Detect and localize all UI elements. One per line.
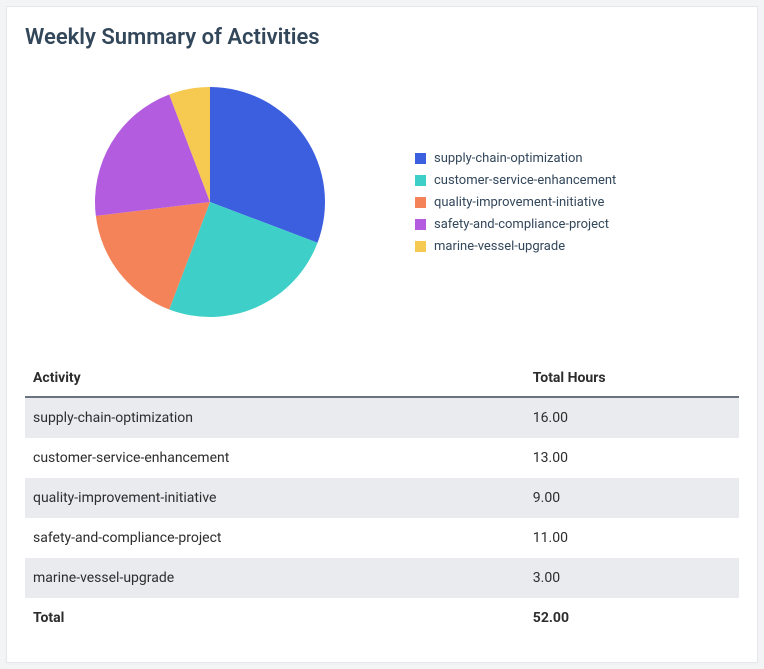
- cell-activity: supply-chain-optimization: [25, 397, 525, 438]
- legend-item[interactable]: customer-service-enhancement: [415, 173, 739, 188]
- legend-label: quality-improvement-initiative: [434, 195, 604, 210]
- cell-hours: 3.00: [525, 558, 739, 598]
- table-row: quality-improvement-initiative9.00: [25, 478, 739, 518]
- cell-activity: customer-service-enhancement: [25, 438, 525, 478]
- pie-chart: [80, 72, 340, 332]
- legend-label: supply-chain-optimization: [434, 151, 583, 166]
- legend-item[interactable]: supply-chain-optimization: [415, 151, 739, 166]
- legend-item[interactable]: quality-improvement-initiative: [415, 195, 739, 210]
- chart-legend: supply-chain-optimization customer-servic…: [395, 144, 739, 261]
- legend-item[interactable]: safety-and-compliance-project: [415, 217, 739, 232]
- cell-hours: 9.00: [525, 478, 739, 518]
- legend-label: marine-vessel-upgrade: [434, 239, 565, 254]
- cell-activity: safety-and-compliance-project: [25, 518, 525, 558]
- activity-table: Activity Total Hours supply-chain-optimi…: [25, 360, 739, 638]
- cell-hours: 11.00: [525, 518, 739, 558]
- cell-hours: 13.00: [525, 438, 739, 478]
- legend-label: customer-service-enhancement: [434, 173, 616, 188]
- cell-hours: 16.00: [525, 397, 739, 438]
- table-row: marine-vessel-upgrade3.00: [25, 558, 739, 598]
- total-value: 52.00: [525, 598, 739, 638]
- table-row: safety-and-compliance-project11.00: [25, 518, 739, 558]
- table-row: customer-service-enhancement13.00: [25, 438, 739, 478]
- table-row: supply-chain-optimization16.00: [25, 397, 739, 438]
- cell-activity: marine-vessel-upgrade: [25, 558, 525, 598]
- pie-chart-wrap: [25, 72, 395, 332]
- legend-swatch: [415, 175, 426, 186]
- legend-swatch: [415, 219, 426, 230]
- legend-swatch: [415, 153, 426, 164]
- total-label: Total: [25, 598, 525, 638]
- chart-row: supply-chain-optimization customer-servic…: [25, 72, 739, 332]
- cell-activity: quality-improvement-initiative: [25, 478, 525, 518]
- card-title: Weekly Summary of Activities: [25, 25, 739, 50]
- legend-swatch: [415, 241, 426, 252]
- table-header-hours: Total Hours: [525, 360, 739, 397]
- legend-label: safety-and-compliance-project: [434, 217, 609, 232]
- summary-card: Weekly Summary of Activities supply-chai…: [6, 6, 758, 663]
- table-header-activity: Activity: [25, 360, 525, 397]
- legend-item[interactable]: marine-vessel-upgrade: [415, 239, 739, 254]
- table-total-row: Total52.00: [25, 598, 739, 638]
- legend-swatch: [415, 197, 426, 208]
